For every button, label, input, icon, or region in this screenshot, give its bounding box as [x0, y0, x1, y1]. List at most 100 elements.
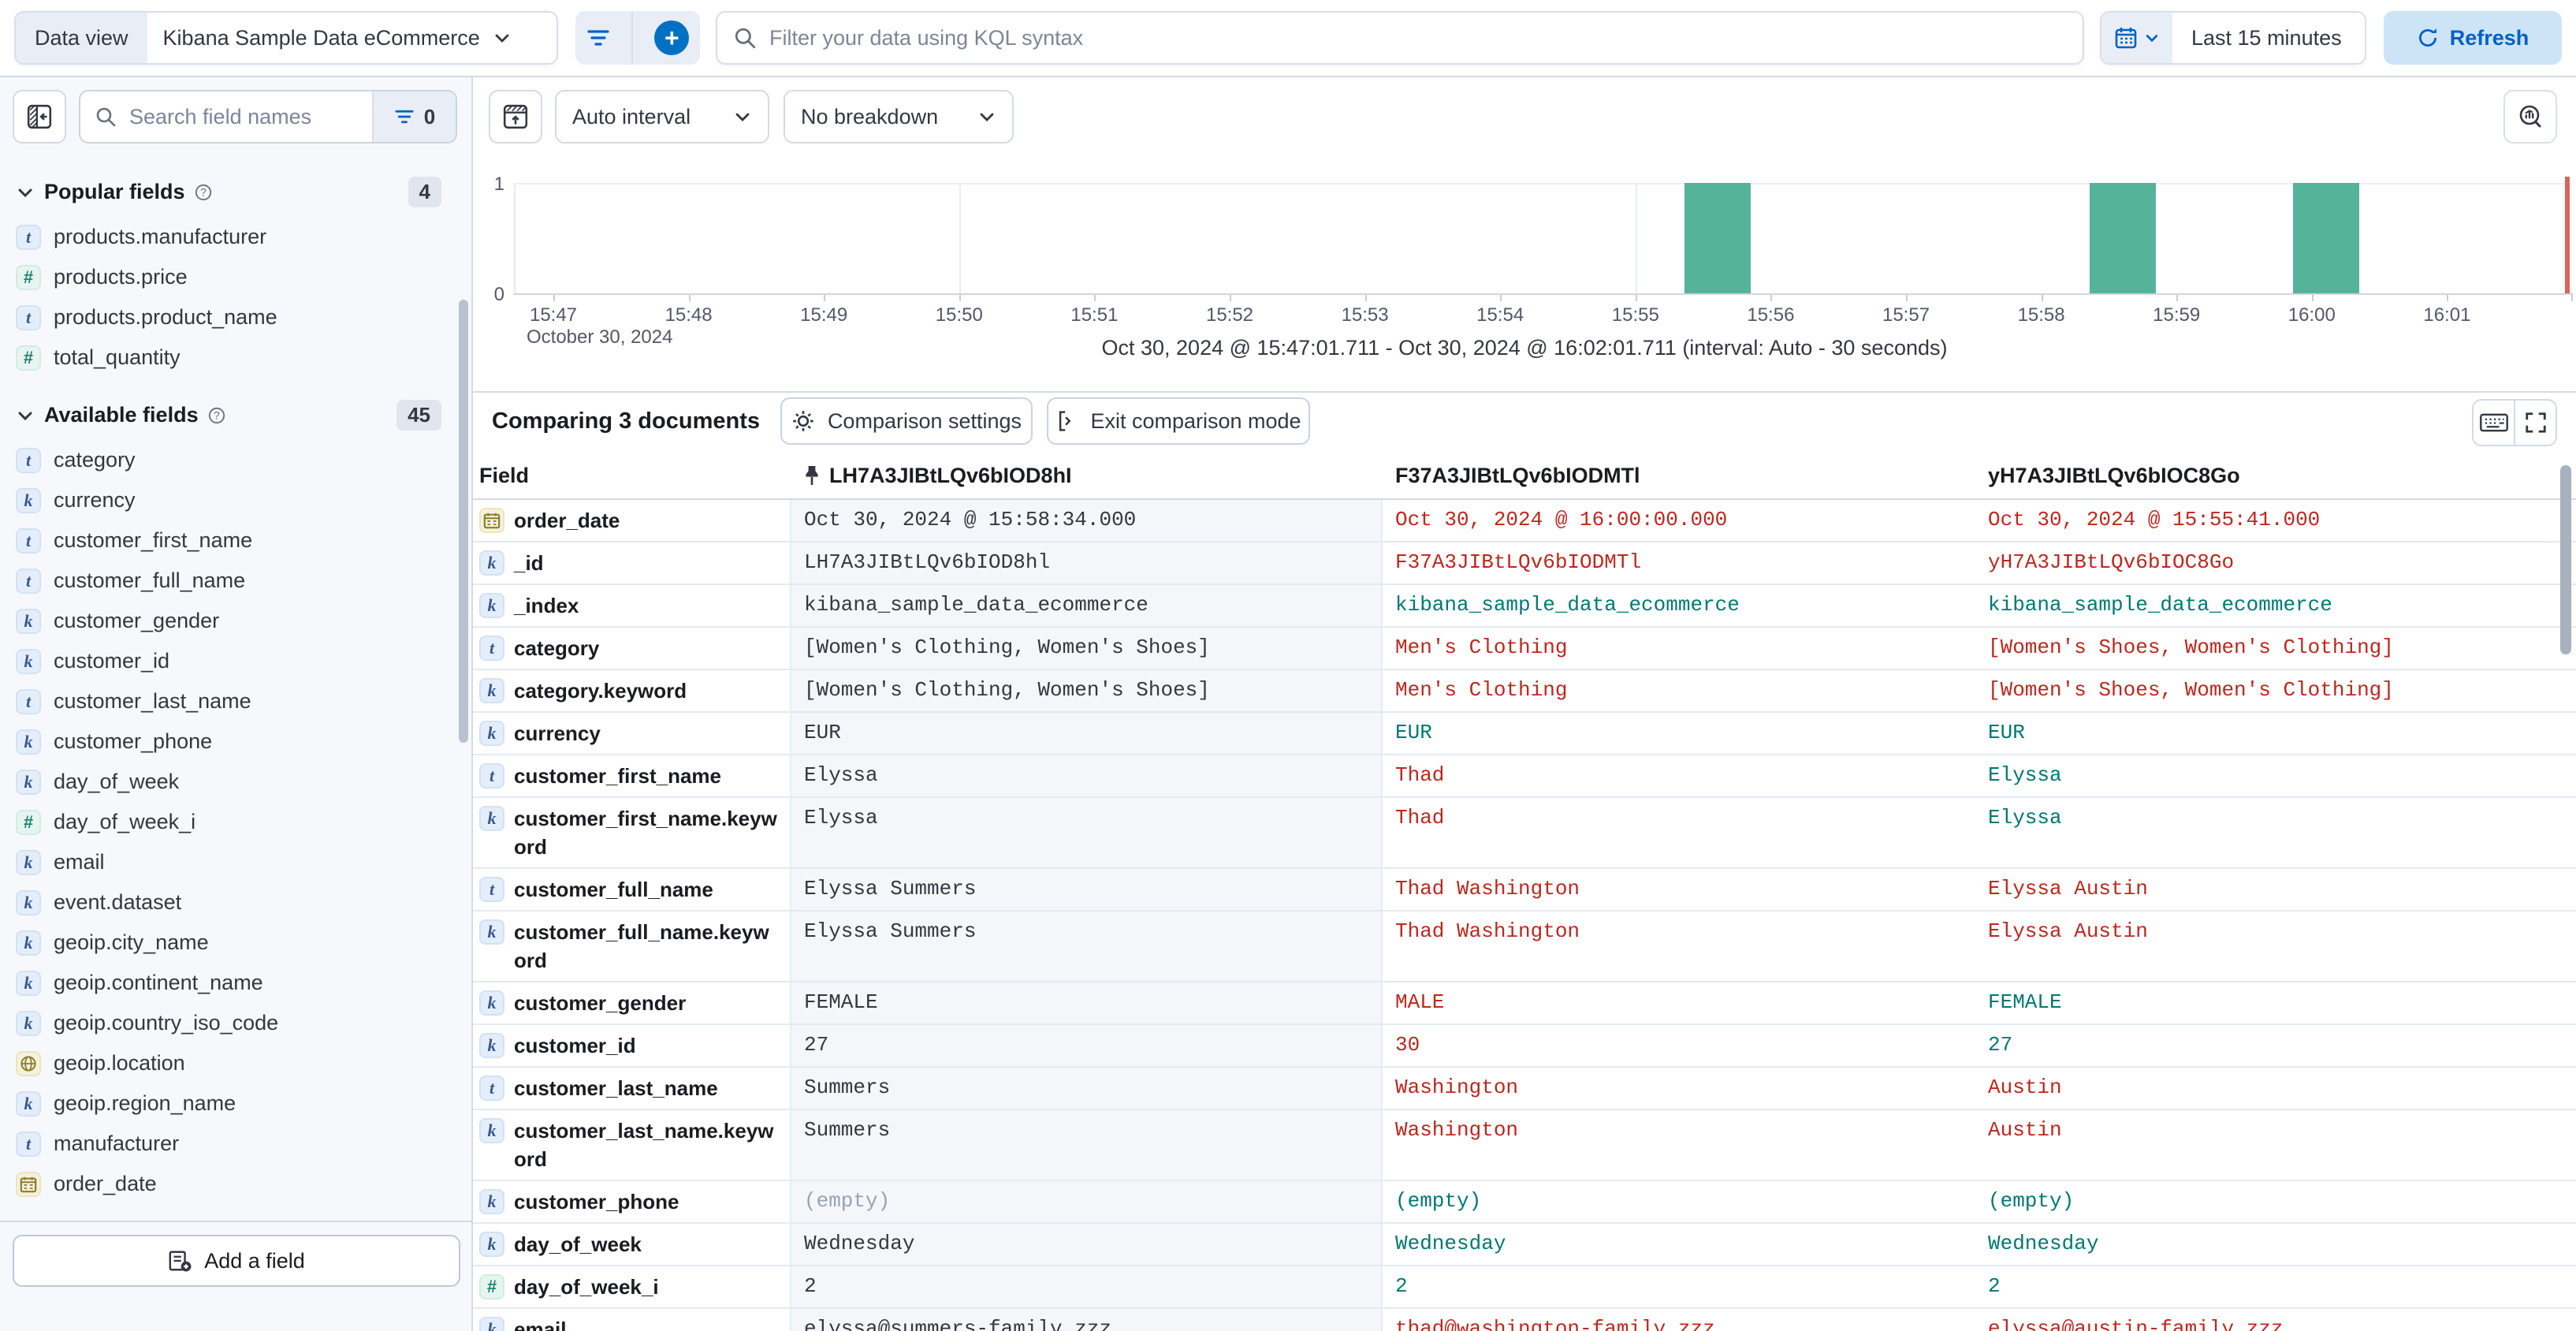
sidebar-field-item[interactable]: k day_of_week: [0, 762, 471, 802]
sidebar-field-item[interactable]: k customer_gender: [0, 601, 471, 641]
hide-chart-button[interactable]: [489, 90, 542, 144]
add-filter-button[interactable]: +: [654, 21, 690, 55]
sidebar-field-label: customer_full_name: [54, 569, 246, 592]
help-icon: ?: [195, 184, 212, 201]
sidebar-field-item[interactable]: k geoip.country_iso_code: [0, 1003, 471, 1043]
calendar-menu[interactable]: [2101, 13, 2172, 63]
interval-dropdown[interactable]: Auto interval: [555, 90, 769, 144]
keyword-field-icon: k: [479, 721, 504, 746]
kql-search-bar[interactable]: Filter your data using KQL syntax: [716, 11, 2084, 65]
field-value-cell: Elyssa: [1988, 806, 2062, 830]
x-axis-tick-label: 15:49: [800, 304, 848, 326]
time-range-value[interactable]: Last 15 minutes: [2191, 25, 2342, 50]
edit-visualization-button[interactable]: [2503, 90, 2557, 144]
collapse-sidebar-button[interactable]: [13, 90, 66, 144]
x-axis-tick: [1635, 295, 1637, 301]
sidebar-field-item[interactable]: # products.price: [0, 257, 471, 297]
filter-icon[interactable]: [586, 28, 610, 48]
data-view-picker[interactable]: Data view Kibana Sample Data eCommerce: [14, 11, 558, 65]
field-name-cell: k email: [473, 1309, 790, 1331]
sidebar-field-label: customer_gender: [54, 609, 220, 632]
time-range-picker[interactable]: Last 15 minutes: [2100, 11, 2366, 65]
date-field-icon: [479, 508, 504, 533]
keyword-field-icon: k: [479, 678, 504, 703]
table-scrollbar-thumb[interactable]: [2560, 465, 2571, 654]
sidebar-field-item[interactable]: k customer_phone: [0, 721, 471, 762]
x-axis-tick: [553, 295, 555, 301]
breakdown-dropdown[interactable]: No breakdown: [784, 90, 1014, 144]
field-name-cell: k customer_gender: [473, 982, 790, 1023]
add-field-button[interactable]: Add a field: [13, 1235, 460, 1287]
sidebar-field-item[interactable]: # total_quantity: [0, 337, 471, 378]
help-icon: ?: [208, 407, 225, 424]
document-column-header[interactable]: LH7A3JIBtLQv6bIOD8hI: [802, 462, 1370, 489]
sidebar-field-item[interactable]: t category: [0, 440, 471, 480]
sidebar-field-label: category: [54, 448, 136, 472]
popular-fields-header[interactable]: Popular fields ? 4: [0, 155, 471, 217]
sidebar-scrollbar-thumb[interactable]: [459, 300, 468, 743]
histogram-bar[interactable]: [2292, 183, 2359, 293]
chevron-down-icon: [16, 183, 35, 202]
sidebar-field-item[interactable]: k currency: [0, 480, 471, 520]
fullscreen-icon: [2524, 411, 2548, 434]
document-column-header[interactable]: F37A3JIBtLQv6bIODMTl: [1395, 462, 1963, 489]
fullscreen-button[interactable]: [2514, 401, 2556, 445]
sidebar-field-item[interactable]: k email: [0, 842, 471, 882]
sidebar-field-item[interactable]: t manufacturer: [0, 1124, 471, 1164]
gridline: [1635, 183, 1637, 293]
fields-sidebar: Search field names 0 Popular fields ? 4: [0, 76, 473, 1331]
field-value-cell: [Women's Clothing, Women's Shoes]: [790, 628, 1383, 669]
sidebar-field-item[interactable]: geoip.location: [0, 1043, 471, 1083]
x-axis-tick: [824, 295, 826, 301]
histogram-toolbar: Auto interval No breakdown: [473, 76, 2576, 155]
sidebar-field-item[interactable]: k event.dataset: [0, 882, 471, 923]
sidebar-field-item[interactable]: # day_of_week_i: [0, 802, 471, 842]
sidebar-field-item[interactable]: t products.manufacturer: [0, 217, 471, 257]
field-value-cell: 27: [790, 1025, 1383, 1066]
field-filter-button[interactable]: 0: [372, 91, 456, 142]
sidebar-field-label: geoip.region_name: [54, 1091, 236, 1115]
current-time-marker: [2565, 177, 2570, 293]
comparison-table-row: k email elyssa@summers-family.zzz thad@wash…: [473, 1309, 2576, 1331]
sidebar-field-item[interactable]: k customer_id: [0, 641, 471, 681]
search-field-names-input[interactable]: Search field names 0: [79, 90, 457, 144]
text-field-icon: t: [479, 636, 504, 661]
document-column-header[interactable]: yH7A3JIBtLQv6bIOC8Go: [1988, 462, 2563, 489]
x-axis-tick-label: 15:55: [1611, 304, 1659, 326]
sidebar-field-item[interactable]: order_date: [0, 1164, 471, 1204]
comparison-settings-button[interactable]: Comparison settings: [780, 397, 1033, 445]
data-view-label: Data view: [16, 13, 147, 63]
field-value-cell: Elyssa Summers: [790, 869, 1383, 910]
sidebar-field-label: products.manufacturer: [54, 225, 267, 248]
sidebar-field-item[interactable]: k geoip.city_name: [0, 923, 471, 963]
comparison-table-header: Field LH7A3JIBtLQv6bIOD8hI F37A3JIBtLQv6b…: [473, 453, 2576, 500]
number-field-icon: #: [16, 345, 41, 371]
field-value-cell: Wednesday: [790, 1224, 1383, 1265]
y-axis-tick-0: 0: [493, 284, 504, 305]
keyboard-shortcuts-button[interactable]: [2474, 401, 2514, 445]
refresh-button[interactable]: Refresh: [2384, 11, 2562, 65]
sidebar-field-item[interactable]: k geoip.region_name: [0, 1083, 471, 1124]
field-value-cell: Elyssa: [1988, 763, 2062, 787]
sidebar-field-item[interactable]: t customer_first_name: [0, 520, 471, 561]
histogram-bar[interactable]: [1684, 183, 1751, 293]
hide-chart-icon: [502, 103, 529, 130]
field-value-cell: Oct 30, 2024 @ 15:55:41.000: [1988, 508, 2321, 531]
x-axis-tick: [2571, 295, 2573, 301]
lens-chart-magnifier-icon: [2516, 103, 2544, 131]
sidebar-field-item[interactable]: t customer_last_name: [0, 681, 471, 721]
sidebar-field-item[interactable]: t customer_full_name: [0, 561, 471, 601]
field-value-cell: Wednesday: [1988, 1232, 2099, 1255]
field-name: customer_full_name.keyword: [514, 920, 769, 972]
histogram-bar[interactable]: [2090, 183, 2157, 293]
text-field-icon: t: [16, 688, 41, 714]
sidebar-field-item[interactable]: t products.product_name: [0, 297, 471, 337]
x-axis-tick: [2447, 295, 2449, 301]
sidebar-field-item[interactable]: k geoip.continent_name: [0, 963, 471, 1003]
comparison-table-row: k customer_last_name.keyword Summers Washin…: [473, 1110, 2576, 1181]
available-fields-header[interactable]: Available fields ? 45: [0, 378, 471, 440]
keyword-field-icon: k: [16, 769, 41, 795]
exit-comparison-button[interactable]: Exit comparison mode: [1047, 397, 1310, 445]
sidebar-field-label: currency: [54, 488, 136, 512]
field-value-cell: Elyssa: [790, 798, 1383, 867]
